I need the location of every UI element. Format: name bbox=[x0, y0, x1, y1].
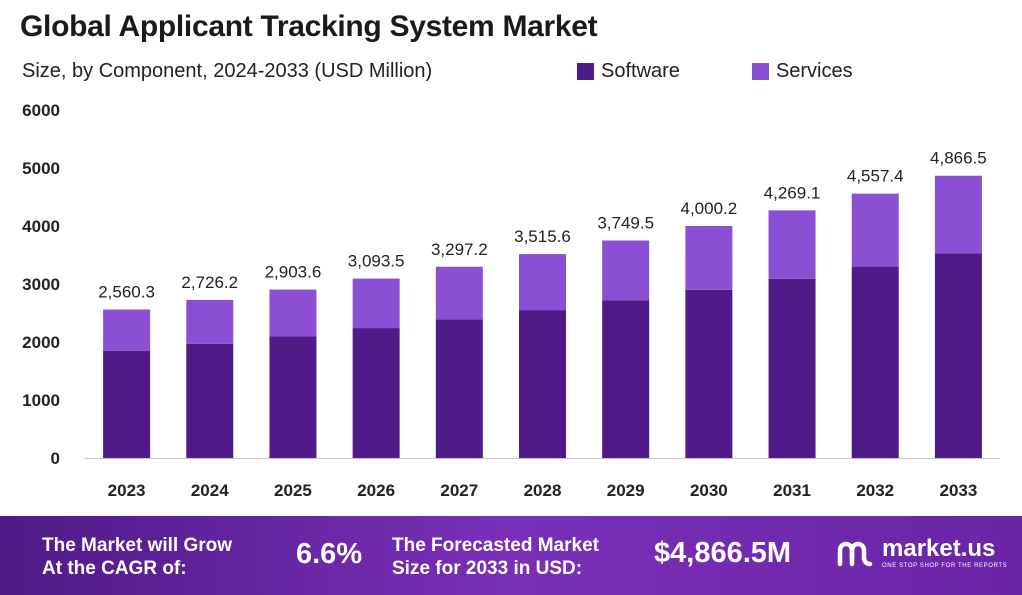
y-tick-label: 3000 bbox=[22, 275, 60, 294]
x-tick-label: 2033 bbox=[939, 481, 977, 500]
bar-services-2031 bbox=[768, 210, 816, 279]
x-tick-label: 2023 bbox=[108, 481, 146, 500]
legend-item-software: Software bbox=[577, 60, 680, 83]
y-tick-label: 6000 bbox=[22, 101, 60, 120]
x-tick-label: 2031 bbox=[773, 481, 811, 500]
bar-software-2023 bbox=[103, 350, 151, 458]
bar-software-2033 bbox=[934, 253, 982, 458]
brand-tagline: ONE STOP SHOP FOR THE REPORTS bbox=[882, 563, 1008, 569]
x-tick-label: 2030 bbox=[690, 481, 728, 500]
cagr-label-line2: At the CAGR of: bbox=[42, 558, 187, 579]
cagr-label: The Market will Grow At the CAGR of: bbox=[42, 534, 232, 580]
legend-label-services: Services bbox=[775, 60, 853, 82]
bar-services-2027 bbox=[435, 266, 483, 320]
brand-name: market.us bbox=[882, 535, 996, 562]
bar-total-label: 4,000.2 bbox=[680, 199, 737, 218]
bar-total-label: 4,866.5 bbox=[930, 149, 987, 168]
legend-label-software: Software bbox=[601, 60, 680, 82]
bar-services-2030 bbox=[685, 225, 733, 290]
bar-total-label: 2,560.3 bbox=[98, 283, 155, 302]
forecast-value: $4,866.5M bbox=[654, 537, 792, 569]
bar-services-2025 bbox=[269, 289, 317, 337]
market-us-logo-icon bbox=[836, 536, 876, 570]
legend: Software Services bbox=[577, 60, 853, 83]
brand-logo: market.us ONE STOP SHOP FOR THE REPORTS bbox=[836, 536, 1007, 570]
bar-software-2030 bbox=[685, 289, 733, 458]
cagr-label-line1: The Market will Grow bbox=[42, 535, 233, 556]
y-tick-label: 4000 bbox=[22, 217, 60, 236]
bar-software-2032 bbox=[851, 266, 899, 458]
x-tick-label: 2029 bbox=[607, 481, 645, 500]
bar-services-2029 bbox=[602, 240, 650, 301]
bar-services-2028 bbox=[519, 254, 566, 311]
bar-software-2031 bbox=[768, 278, 816, 458]
bar-services-2024 bbox=[186, 299, 234, 344]
x-tick-label: 2024 bbox=[191, 481, 229, 500]
legend-item-services: Services bbox=[751, 60, 853, 83]
bar-software-2026 bbox=[352, 328, 400, 458]
y-tick-label: 0 bbox=[51, 449, 60, 468]
bar-total-label: 2,726.2 bbox=[181, 273, 238, 292]
bar-software-2024 bbox=[186, 343, 234, 458]
chart-subtitle: Size, by Component, 2024-2033 (USD Milli… bbox=[22, 60, 433, 82]
bar-software-2029 bbox=[602, 300, 650, 458]
bar-chart: 0 1000 2000 3000 4000 5000 6000 2,560.3 2023 2,72… bbox=[22, 101, 1000, 500]
bar-total-label: 2,903.6 bbox=[265, 263, 322, 282]
bar-services-2033 bbox=[934, 175, 982, 254]
forecast-label: The Forecasted Market Size for 2033 in U… bbox=[392, 534, 599, 580]
legend-swatch-software bbox=[577, 63, 594, 80]
bar-total-label: 3,515.6 bbox=[514, 227, 571, 246]
x-tick-label: 2026 bbox=[357, 481, 395, 500]
bar-total-label: 3,093.5 bbox=[348, 252, 405, 271]
bar-total-label: 3,749.5 bbox=[597, 214, 654, 233]
bar-services-2023 bbox=[103, 309, 151, 351]
bar-total-label: 4,557.4 bbox=[847, 167, 904, 186]
footer-banner: The Market will Grow At the CAGR of: 6.6… bbox=[0, 516, 1022, 595]
bar-software-2025 bbox=[269, 336, 317, 458]
bar-services-2026 bbox=[352, 278, 400, 329]
x-tick-label: 2027 bbox=[440, 481, 478, 500]
y-tick-label: 1000 bbox=[22, 391, 60, 410]
cagr-value: 6.6% bbox=[296, 538, 363, 570]
bar-total-label: 3,297.2 bbox=[431, 240, 488, 259]
x-tick-label: 2025 bbox=[274, 481, 312, 500]
bar-total-label: 4,269.1 bbox=[764, 183, 821, 202]
forecast-label-line1: The Forecasted Market bbox=[392, 535, 599, 556]
legend-swatch-services bbox=[751, 63, 769, 80]
bar-services-2032 bbox=[851, 193, 899, 267]
x-tick-label: 2028 bbox=[524, 481, 562, 500]
bar-software-2027 bbox=[435, 319, 483, 458]
y-tick-label: 5000 bbox=[22, 159, 60, 178]
forecast-label-line2: Size for 2033 in USD: bbox=[392, 558, 583, 579]
x-tick-label: 2032 bbox=[856, 481, 894, 500]
y-tick-label: 2000 bbox=[22, 333, 60, 352]
bar-software-2028 bbox=[519, 310, 566, 458]
chart-title: Global Applicant Tracking System Market bbox=[20, 10, 598, 43]
